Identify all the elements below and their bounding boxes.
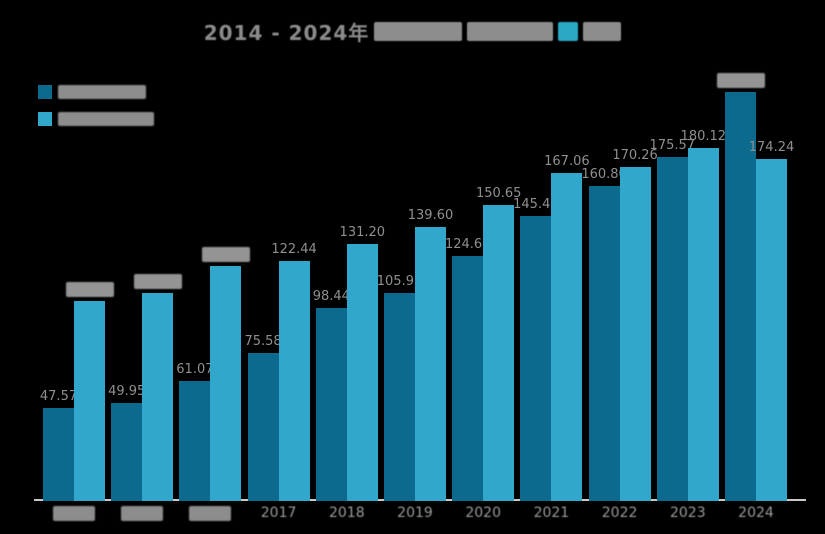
bar-light-2017 (278, 261, 310, 501)
x-axis-label-2021: 2021 (533, 505, 570, 521)
bar-dark-2015 (111, 403, 143, 501)
bar-light-2016 (210, 266, 242, 501)
legend-item-1 (38, 85, 154, 99)
x-axis-label-2023: 2023 (669, 505, 706, 521)
bar-label-illegible-block (65, 282, 114, 297)
bar-label: 124.67 (444, 237, 491, 252)
x-axis-label-2020: 2020 (465, 505, 502, 521)
bar-dark-2014 (43, 408, 74, 501)
x-axis-label-2017: 2017 (260, 505, 297, 521)
x-axis-label-illegible-block (121, 506, 164, 521)
legend-label-illegible-block (58, 112, 154, 126)
bar-light-2018 (346, 244, 378, 501)
bar-light-2015 (142, 293, 174, 501)
bar-dark-2017 (247, 353, 279, 501)
x-axis-label-2019: 2019 (397, 505, 433, 521)
bar-label: 75.58 (244, 334, 282, 349)
legend-label-illegible-block (58, 85, 146, 99)
bar-dark-2024 (725, 92, 756, 501)
x-axis-label-2024: 2024 (738, 505, 774, 521)
bar-label-illegible-block (201, 247, 250, 262)
bar-dark-2023 (656, 157, 688, 501)
bar-light-2020 (483, 205, 515, 501)
x-axis-label-2022: 2022 (601, 505, 638, 521)
bar-dark-2019 (384, 293, 415, 501)
bar-dark-2018 (315, 308, 347, 501)
bar-label: 167.06 (544, 154, 590, 169)
title-illegible-block (374, 21, 463, 41)
title-illegible-block (583, 21, 622, 41)
legend-swatch-icon (38, 112, 52, 126)
bar-label: 105.92 (376, 274, 423, 289)
bar-light-2023 (687, 148, 719, 501)
legend-item-2 (38, 112, 154, 126)
bar-dark-2021 (520, 216, 552, 501)
bar-label: 49.95 (108, 384, 146, 399)
bar-label: 145.43 (513, 197, 559, 212)
bar-light-2021 (551, 173, 583, 501)
bar-dark-2022 (588, 186, 620, 501)
chart-title-text: 2014 - 2024年 (203, 20, 370, 45)
bar-label: 174.24 (748, 140, 795, 155)
bar-dark-2016 (179, 381, 211, 501)
x-axis-label-illegible-block (189, 506, 232, 521)
bar-light-2024 (756, 159, 787, 501)
chart-title: 2014 - 2024年 (0, 18, 825, 45)
title-illegible-block (467, 21, 554, 41)
bar-light-2022 (619, 167, 651, 501)
bar-label-illegible-block (133, 274, 182, 289)
legend-swatch-icon (38, 85, 52, 99)
legend (38, 85, 154, 139)
bar-label: 61.07 (176, 362, 214, 377)
bar-label: 139.60 (407, 208, 454, 223)
bar-label: 180.12 (680, 129, 727, 144)
bar-label-illegible-block (716, 73, 765, 88)
x-axis-label-illegible-block (53, 506, 95, 521)
bar-light-2014 (74, 301, 105, 501)
bar-light-2019 (415, 227, 446, 501)
title-illegible-accent-block (558, 21, 579, 41)
bar-label: 131.20 (339, 225, 386, 240)
bar-label: 160.80 (581, 167, 627, 182)
bar-label: 175.57 (649, 138, 696, 153)
bar-label: 170.26 (612, 148, 658, 163)
x-axis-label-2018: 2018 (328, 505, 365, 521)
bar-label: 98.44 (312, 289, 350, 304)
bar-label: 47.57 (39, 389, 78, 404)
bar-label: 122.44 (271, 242, 317, 257)
bar-dark-2020 (452, 256, 484, 501)
bar-label: 150.65 (475, 186, 522, 201)
